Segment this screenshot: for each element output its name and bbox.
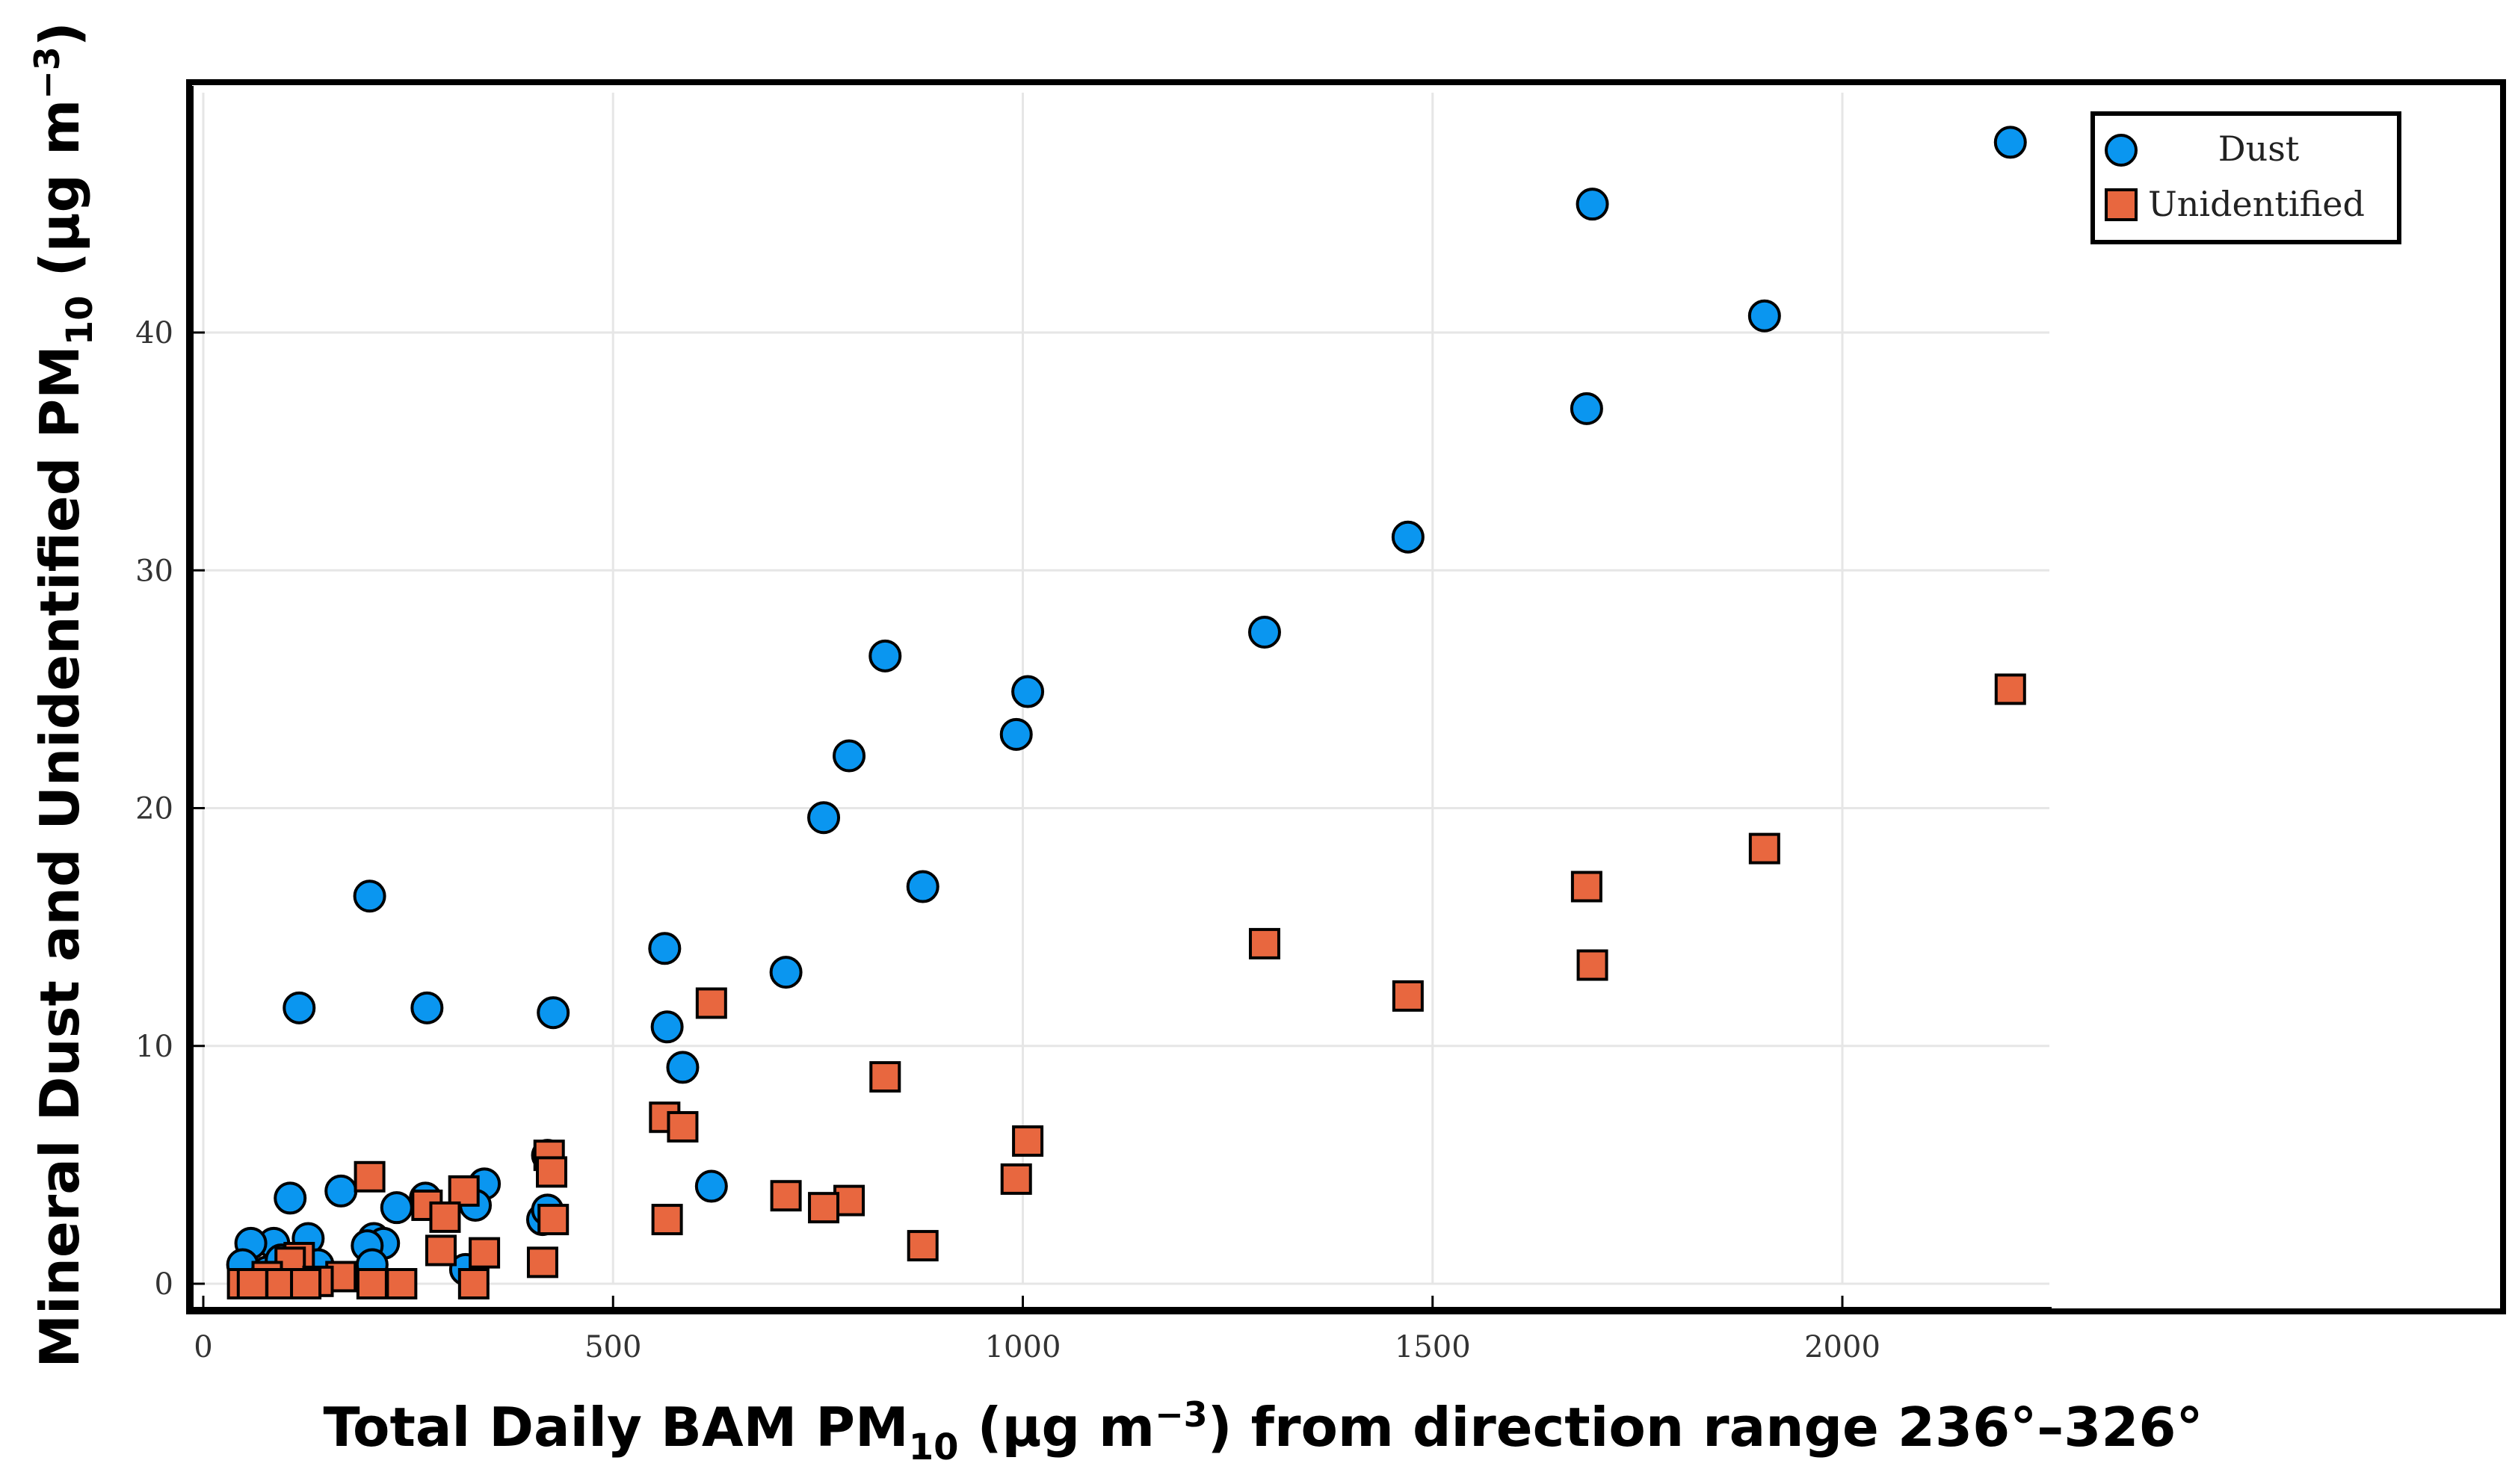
plot-frame: [186, 79, 2506, 1314]
x-tick-label: 500: [584, 1330, 641, 1364]
x-tick-label: 2000: [1804, 1330, 1880, 1364]
dust-point: [283, 991, 316, 1024]
legend: Dust Unidentified: [2090, 111, 2401, 244]
dust-point: [666, 1051, 700, 1084]
unidentified-point: [457, 1268, 490, 1299]
unidentified-point: [1576, 949, 1608, 981]
y-label-unit: (µg m: [28, 99, 91, 296]
data-points: [226, 126, 2027, 1299]
dust-point: [324, 1174, 358, 1208]
unidentified-point: [1248, 927, 1280, 959]
unidentified-point: [1012, 1125, 1044, 1157]
dust-point: [807, 801, 841, 835]
legend-dust-marker: [2105, 134, 2138, 167]
y-tick-label: 20: [135, 792, 173, 826]
dust-point: [999, 717, 1033, 751]
unidentified-point: [651, 1204, 683, 1236]
unidentified-point: [425, 1234, 457, 1267]
dust-point: [694, 1169, 728, 1203]
x-tick-label: 0: [194, 1330, 212, 1364]
x-axis-ticks: 0 500 1000 1500 2000: [194, 1296, 1880, 1364]
x-label-subscript: 10: [909, 1426, 959, 1468]
unidentified-point: [1570, 871, 1602, 903]
unidentified-point: [526, 1246, 558, 1279]
legend-dust-label: Dust: [2218, 129, 2300, 169]
unidentified-point: [869, 1061, 901, 1093]
unidentified-point: [537, 1204, 570, 1236]
unidentified-point: [667, 1110, 699, 1143]
unidentified-point: [236, 1268, 268, 1299]
unidentified-point: [808, 1192, 840, 1224]
dust-point: [410, 991, 444, 1024]
y-axis-ticks: 0 10 20 30 40: [135, 316, 205, 1302]
legend-unidentified-label: Unidentified: [2148, 184, 2365, 224]
dust-point: [906, 870, 939, 903]
unidentified-point: [448, 1175, 480, 1207]
y-tick-label: 30: [135, 554, 173, 588]
y-label-subscript: 10: [59, 295, 101, 345]
unidentified-point: [356, 1268, 388, 1299]
unidentified-point: [354, 1160, 386, 1193]
x-axis-label: Total Daily BAM PM10 (µg m−3) from direc…: [323, 1394, 2203, 1468]
unidentified-point: [1392, 980, 1424, 1012]
dust-point: [353, 879, 386, 913]
y-axis-label: Mineral Dust and Unidentified PM10 (µg m…: [27, 22, 101, 1367]
y-tick-label: 40: [135, 316, 173, 350]
dust-point: [1576, 188, 1609, 221]
x-tick-label: 1500: [1395, 1330, 1471, 1364]
unidentified-point: [695, 987, 727, 1019]
dust-point: [1993, 126, 2027, 159]
dust-point: [1011, 675, 1045, 708]
legend-unidentified-marker: [2105, 188, 2138, 221]
dust-point: [650, 1010, 684, 1044]
legend-box: [2090, 111, 2401, 244]
y-tick-label: 0: [155, 1267, 173, 1302]
unidentified-point: [536, 1156, 568, 1188]
dust-point: [769, 956, 803, 989]
dust-point: [1747, 299, 1781, 333]
x-tick-label: 1000: [985, 1330, 1061, 1364]
unidentified-point: [770, 1180, 802, 1212]
y-label-superscript: −3: [27, 46, 67, 99]
unidentified-point: [429, 1201, 461, 1233]
dust-point: [1247, 615, 1281, 649]
dust-point: [1391, 520, 1425, 554]
y-label-main: Mineral Dust and Unidentified PM: [28, 345, 91, 1367]
unidentified-point: [907, 1230, 939, 1262]
unidentified-point: [1748, 832, 1780, 865]
unidentified-point: [469, 1237, 501, 1269]
dust-point: [380, 1191, 413, 1225]
x-label-superscript: −3: [1155, 1394, 1208, 1435]
unidentified-point: [1994, 673, 2026, 705]
dust-point: [1570, 392, 1603, 425]
unidentified-point: [386, 1268, 418, 1299]
dust-point: [833, 739, 866, 773]
dust-point: [274, 1181, 307, 1215]
unidentified-point: [1000, 1163, 1032, 1195]
x-label-unit: (µg m: [959, 1396, 1155, 1459]
y-tick-label: 10: [135, 1030, 173, 1064]
x-label-direction: ) from direction range 236°–326°: [1208, 1396, 2203, 1459]
unidentified-point: [290, 1268, 322, 1299]
x-label-main: Total Daily BAM PM: [323, 1396, 908, 1459]
dust-point: [537, 996, 570, 1030]
y-label-close: ): [28, 22, 91, 46]
dust-point: [868, 639, 902, 673]
dust-point: [648, 932, 682, 965]
